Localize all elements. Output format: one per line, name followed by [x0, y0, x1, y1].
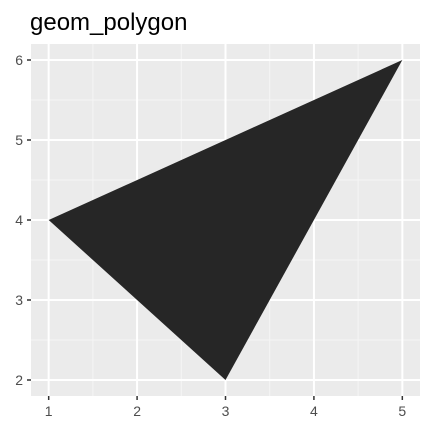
polygon-shape	[48, 60, 403, 380]
x-tick-label: 5	[398, 403, 406, 419]
y-axis: 2 3 4 5 6	[15, 52, 31, 388]
x-tick-label: 2	[133, 403, 141, 419]
x-axis: 1 2 3 4 5	[45, 396, 406, 419]
x-tick-label: 1	[45, 403, 53, 419]
x-tick-label: 3	[222, 403, 230, 419]
y-tick-label: 2	[15, 372, 23, 388]
y-tick-label: 6	[15, 52, 23, 68]
y-tick-label: 4	[15, 212, 23, 228]
x-tick-label: 4	[310, 403, 318, 419]
y-tick-label: 3	[15, 292, 23, 308]
y-tick-label: 5	[15, 132, 23, 148]
chart-title: geom_polygon	[30, 9, 187, 36]
